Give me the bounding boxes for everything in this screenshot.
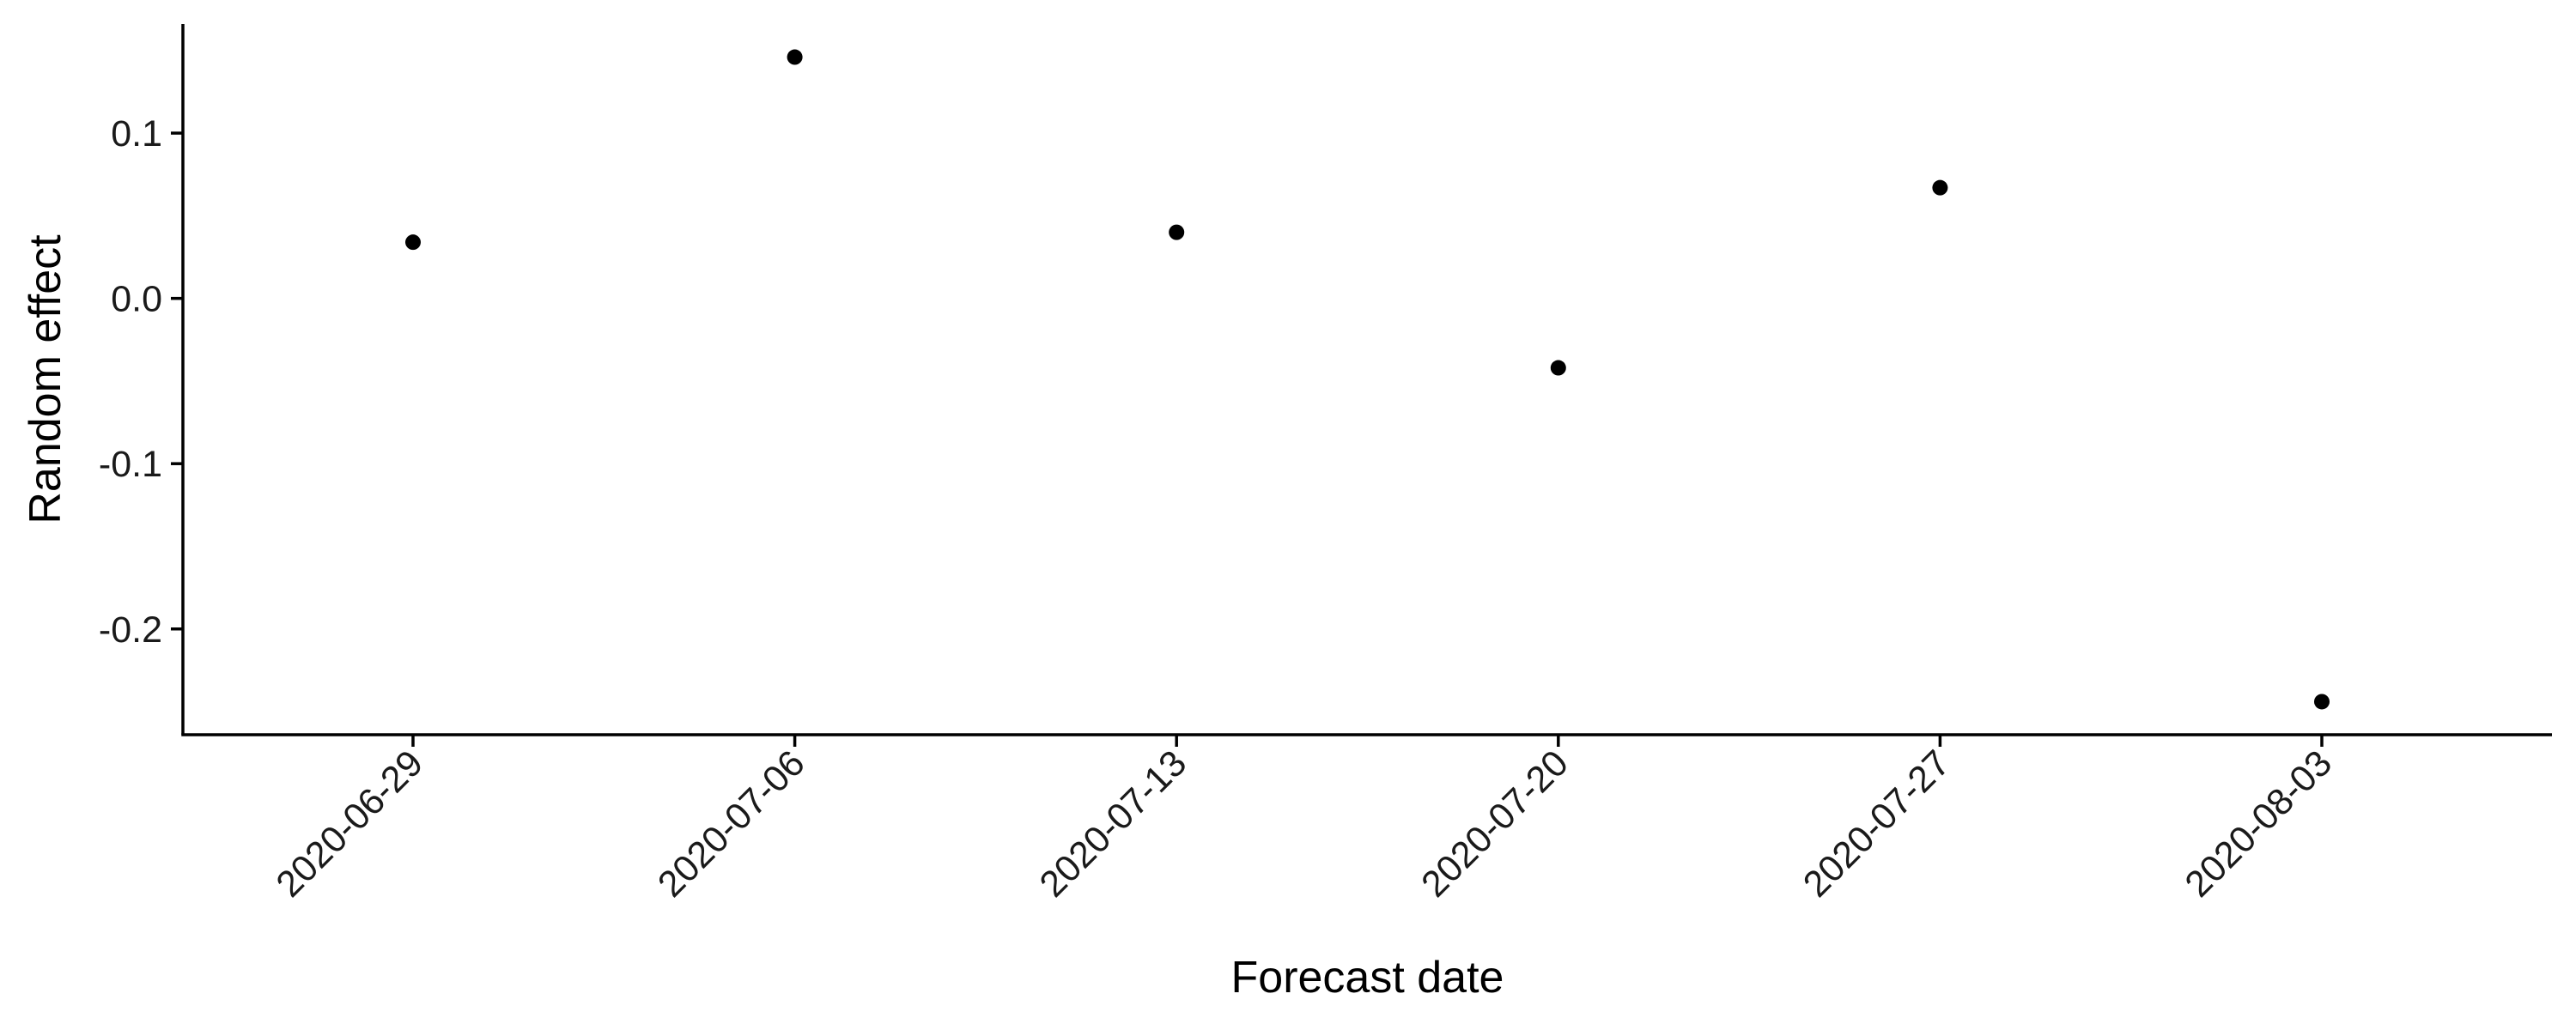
data-point (1550, 360, 1566, 376)
x-tick-label: 2020-07-27 (1795, 742, 1958, 905)
x-tick-label: 2020-06-29 (269, 742, 431, 905)
y-tick-label: -0.2 (99, 609, 162, 651)
y-tick-label: 0.0 (111, 279, 162, 320)
data-point (1932, 179, 1948, 196)
y-axis-ticks: 0.1 0.0 -0.1 -0.2 (99, 113, 183, 651)
data-point (2314, 694, 2330, 710)
x-tick-label: 2020-08-03 (2178, 742, 2340, 905)
x-axis-title: Forecast date (1231, 953, 1504, 1003)
y-tick-label: 0.1 (111, 113, 162, 154)
data-point (1169, 224, 1185, 240)
data-point (405, 234, 421, 251)
x-tick-label: 2020-07-20 (1413, 742, 1576, 905)
data-points (405, 49, 2330, 710)
x-axis-ticks: 2020-06-29 2020-07-06 2020-07-13 2020-07-20… (269, 735, 2340, 906)
y-axis-title: Random effect (21, 234, 70, 524)
x-tick-label: 2020-07-13 (1032, 742, 1194, 905)
x-tick-label: 2020-07-06 (650, 742, 812, 905)
y-tick-label: -0.1 (99, 444, 162, 485)
data-point (787, 49, 803, 65)
